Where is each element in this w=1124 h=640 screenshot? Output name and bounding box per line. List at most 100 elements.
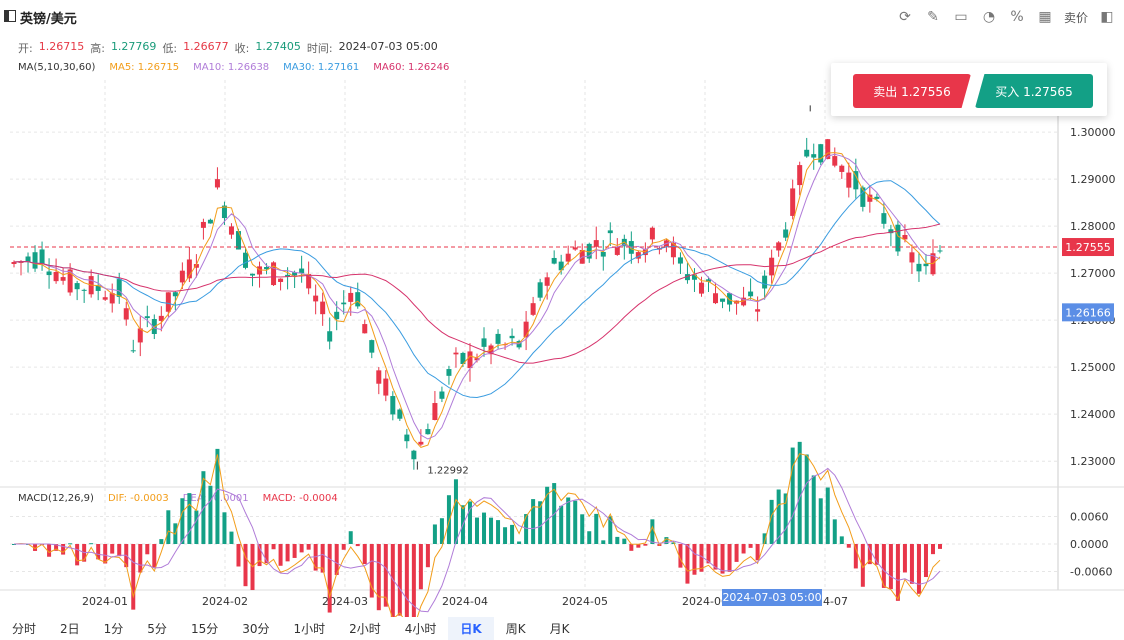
ma-legend-name: MA(5,10,30,60) [18, 62, 96, 73]
timeframe-4[interactable]: 15分 [190, 622, 219, 636]
candle-body [923, 263, 929, 267]
candle-body [474, 358, 480, 361]
macd-bar [292, 544, 297, 558]
macd-bar [482, 512, 487, 544]
high-label: 高: [90, 42, 105, 55]
timeframe-3[interactable]: 5分 [147, 622, 167, 636]
candle-body [916, 263, 922, 272]
macd-bar [61, 544, 66, 555]
candle-body [278, 278, 284, 282]
macd-bar [376, 544, 381, 611]
macd-bar [608, 516, 613, 544]
macd-bar [411, 544, 416, 617]
macd-bar [341, 544, 346, 550]
candle-body [706, 279, 711, 282]
sidebar-toggle-icon[interactable] [4, 10, 16, 22]
macd-bar [54, 544, 59, 551]
macd-bar [594, 513, 599, 544]
macd-bar [776, 489, 781, 544]
macd-bar [538, 501, 543, 544]
macd-bar [678, 544, 683, 568]
price-tick-label: 1.29000 [1070, 173, 1116, 186]
draw-icon[interactable]: ✎ [927, 9, 939, 25]
candle-body [320, 301, 326, 315]
macd-tick-label: 0.0060 [1070, 510, 1109, 523]
timeframe-9[interactable]: 日K [448, 617, 494, 640]
timeframe-10[interactable]: 周K [505, 622, 526, 636]
candle-body [481, 338, 487, 347]
chart-type-icon[interactable]: ▭ [954, 9, 968, 25]
macd-bar [615, 536, 620, 544]
candle-body [390, 396, 396, 415]
macd-bar [727, 544, 732, 572]
macd-bar [453, 479, 458, 544]
refresh-icon[interactable]: ⟳ [899, 9, 911, 25]
macd-bar [825, 487, 830, 544]
macd-bar [425, 544, 430, 568]
time-tick-label: 2024-02 [202, 595, 248, 608]
macd-bar [580, 514, 585, 544]
macd-bar [117, 544, 122, 557]
macd-bar [243, 544, 248, 587]
buy-button[interactable]: 买入 1.27565 [975, 74, 1093, 108]
candle-body [411, 450, 417, 460]
timeframe-6[interactable]: 1小时 [293, 622, 326, 636]
low-label: 低: [162, 42, 178, 55]
candle-body [909, 252, 915, 263]
candle-body [172, 292, 178, 297]
macd-bar [797, 441, 802, 544]
timeframe-2[interactable]: 1分 [103, 622, 124, 636]
timeframe-7[interactable]: 2小时 [349, 622, 381, 636]
macd-tick-label: -0.0060 [1070, 566, 1112, 579]
macd-bar [916, 544, 921, 594]
close-label: 收: [234, 42, 250, 55]
timeframe-5[interactable]: 30分 [242, 622, 270, 636]
ma30-line [13, 180, 941, 399]
candle-body [811, 154, 817, 158]
current-price-label: 1.27555 [1065, 241, 1111, 254]
ma60-value: MA60: 1.26246 [373, 62, 450, 73]
percent-icon[interactable]: % [1010, 9, 1024, 25]
indicator-icon[interactable]: ◔ [982, 9, 996, 25]
macd-bar [208, 485, 213, 544]
macd-bar [467, 501, 472, 544]
layout-icon[interactable]: ▦ [1038, 9, 1052, 25]
price-type-toggle[interactable]: 卖价 [1063, 10, 1088, 25]
macd-bar [362, 544, 367, 565]
candle-body [123, 308, 129, 320]
macd-bar [741, 544, 746, 554]
timeframe-8[interactable]: 4小时 [404, 622, 437, 636]
macd-bar [510, 524, 515, 544]
crosshair-price-tag [1062, 303, 1114, 322]
candle-body [867, 194, 873, 202]
sell-button[interactable]: 卖出 1.27556 [853, 74, 971, 108]
timeframe-1[interactable]: 2日 [60, 622, 80, 636]
macd-bar [762, 533, 767, 544]
timeframe-11[interactable]: 月K [549, 622, 570, 636]
macd-bar [587, 531, 592, 544]
candle-body [853, 171, 859, 190]
ma5-value: MA5: 1.26715 [109, 62, 180, 73]
panel-icon[interactable]: ◧ [1100, 9, 1114, 25]
macd-bar [769, 499, 774, 544]
macd-bar [734, 544, 739, 562]
macd-bar [369, 544, 374, 598]
time-tick-label: 2024-01 [82, 595, 128, 608]
candle-body [460, 352, 466, 364]
timeframe-0[interactable]: 分时 [12, 622, 37, 636]
candle-body [684, 274, 690, 281]
macd-bar [531, 499, 536, 544]
candle-body [383, 378, 389, 396]
macd-bar [75, 544, 80, 566]
price-chart[interactable]: 1.300001.290001.280001.270001.260001.250… [0, 0, 1124, 617]
macd-bar [68, 543, 73, 545]
candle-body [600, 251, 606, 257]
candle-body [881, 213, 887, 224]
candle-body [327, 331, 333, 342]
timeframe-bar: 分时 2日 1分 5分 15分 30分 1小时 2小时 4小时 日K 周K 月K [0, 617, 1124, 640]
macd-bar [832, 519, 837, 544]
macd-bar [271, 544, 276, 550]
macd-bar [804, 454, 809, 544]
candle-body [144, 316, 150, 319]
candle-body [53, 272, 59, 282]
